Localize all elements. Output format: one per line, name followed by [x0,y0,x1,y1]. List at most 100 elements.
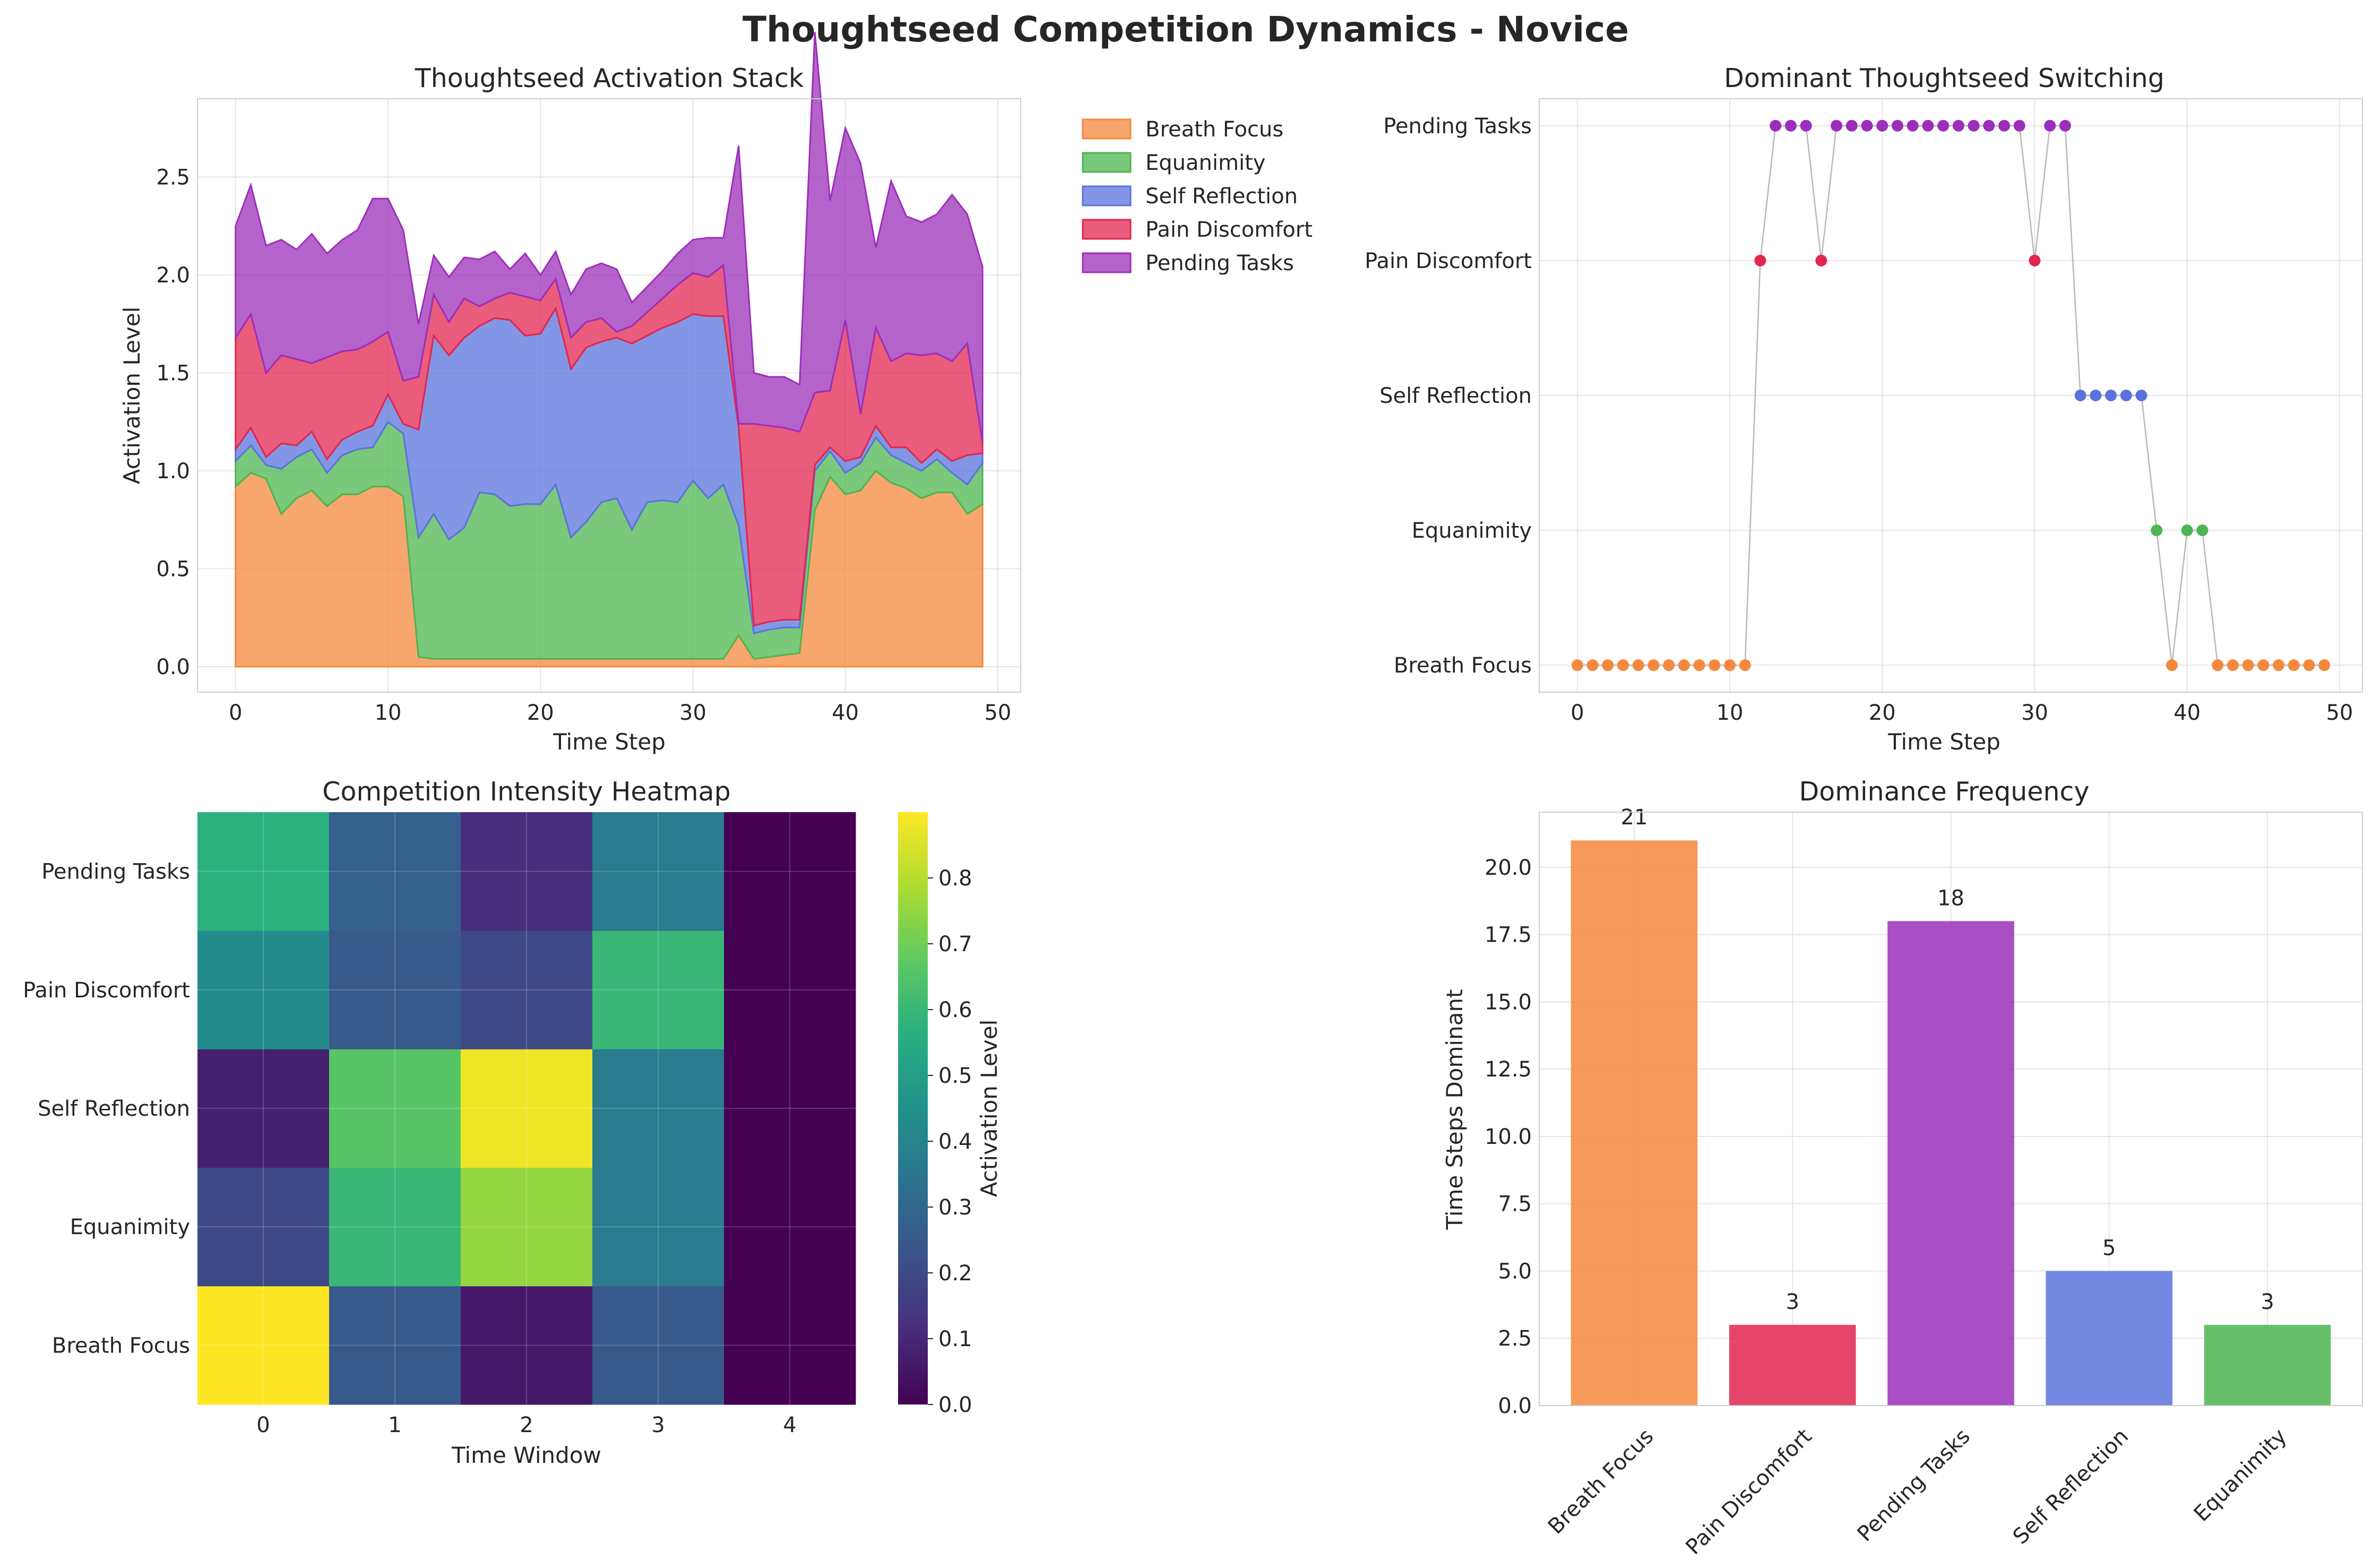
y-tick-label: 0.0 [1498,1394,1532,1418]
activation-stack-xlabel: Time Step [553,729,666,755]
legend-swatch-pending-tasks [1082,252,1132,273]
activation-stack-frame [197,98,1021,693]
y-tick-label: 15.0 [1485,990,1532,1014]
legend-swatch-equanimity [1082,152,1132,173]
heatmap-cell [197,812,330,931]
heatmap-cell [461,931,593,1049]
point-pending-tasks [1983,119,1995,132]
point-breath-focus [1693,659,1705,671]
point-breath-focus [1648,659,1660,671]
x-tick-label: 40 [2173,701,2201,725]
point-pending-tasks [1831,119,1843,132]
switching-xlabel: Time Step [1887,729,2000,755]
switching-panel: Dominant Thoughtseed Switching 0 10 20 30 40… [1365,63,2363,755]
switching-marks [1571,119,2331,671]
x-tick-label: 0 [256,1413,270,1437]
x-tick-label: 2 [520,1413,533,1437]
x-tick-label: 10 [375,701,402,725]
x-tick-label: Equanimity [2189,1424,2292,1527]
point-equanimity [2151,524,2163,537]
heatmap-cell [592,812,724,931]
heatmap-cell [197,1286,330,1405]
x-tick-label: Self Reflection [2008,1424,2133,1549]
dominance-frequency-ylabel: Time Steps Dominant [1442,989,1468,1230]
heatmap-colorbar [898,812,928,1405]
point-breath-focus [2227,659,2239,671]
bar-pending-tasks [1887,921,2014,1406]
colorbar-tick-label: 0.7 [938,932,972,957]
colorbar-tick-label: 0.5 [938,1064,972,1088]
point-breath-focus [1632,659,1644,671]
y-tick-label: Pending Tasks [1383,114,1532,139]
bar-value-label: 3 [1786,1290,1799,1314]
dominance-frequency-bars: 21 3 18 5 3 [1571,805,2331,1406]
point-equanimity [2196,524,2209,537]
heatmap-colorbar-ticks: 0.0 0.1 0.2 0.3 0.4 0.5 0.6 0.7 0.8 [928,866,972,1417]
heatmap-cell [592,1167,724,1287]
legend-label-pending-tasks: Pending Tasks [1145,251,1294,275]
point-self-reflection [2135,390,2147,401]
point-breath-focus [1571,659,1583,671]
y-tick-label: Breath Focus [1394,653,1532,678]
point-self-reflection [2120,390,2132,401]
heatmap-cell [724,812,856,931]
dominance-frequency-frame [1539,812,2363,1406]
x-tick-label: 30 [2021,701,2048,725]
x-tick-label: 1 [388,1413,401,1437]
point-breath-focus [1678,659,1690,671]
bar-equanimity [2204,1324,2331,1406]
y-tick-label: 1.5 [156,361,190,386]
y-tick-label: Pain Discomfort [1365,249,1532,273]
x-tick-label: 3 [651,1413,665,1437]
x-tick-label: 10 [1717,701,1744,725]
colorbar-tick-label: 0.2 [938,1261,972,1286]
legend-label-pain-discomfort: Pain Discomfort [1145,218,1313,242]
point-breath-focus [2288,659,2300,671]
legend-swatch-self-reflection [1082,185,1132,206]
x-tick-label: Pending Tasks [1853,1424,1975,1546]
heatmap-cell [197,1049,330,1168]
heatmap-cell [329,1167,461,1287]
point-pending-tasks [1784,119,1797,132]
y-tick-label: 0.5 [156,557,190,582]
point-pending-tasks [1800,119,1812,132]
heatmap-cell [724,931,856,1049]
bar-value-label: 18 [1937,886,1964,910]
activation-stack-panel: Thoughtseed Activation Stack 0 10 20 30 40 50… [119,32,1313,755]
x-tick-label: 20 [527,701,554,725]
y-tick-label: 12.5 [1485,1057,1532,1082]
point-breath-focus [1724,659,1736,671]
heatmap-cell [329,1286,461,1405]
point-pending-tasks [1922,119,1934,132]
point-equanimity [2181,524,2193,537]
y-tick-label: 1.0 [156,459,190,484]
point-breath-focus [2166,659,2178,671]
legend-label-self-reflection: Self Reflection [1145,184,1298,209]
point-pain-discomfort [1754,254,1766,266]
point-pain-discomfort [2029,254,2041,266]
heatmap-cell [592,1286,724,1405]
area-pending-tasks [235,32,984,444]
x-tick-label: 0 [229,701,242,725]
point-pending-tasks [2059,119,2071,132]
colorbar-tick-label: 0.1 [938,1327,972,1351]
heatmap-cell [329,931,461,1049]
heatmap-cell [724,1049,856,1168]
y-tick-label: 0.0 [156,655,190,679]
x-tick-label: 30 [679,701,706,725]
point-pending-tasks [1937,119,1950,132]
colorbar-tick-label: 0.3 [938,1195,972,1220]
heatmap-ticks: 0 1 2 3 4 Breath Focus Equanimity Self Reflecti… [23,860,797,1437]
legend-label-equanimity: Equanimity [1145,151,1265,175]
point-pending-tasks [1770,119,1782,132]
point-breath-focus [2273,659,2285,671]
heatmap-colorbar-label: Activation Level [976,1020,1002,1197]
point-self-reflection [2090,390,2102,401]
heatmap-cell [724,1167,856,1287]
switching-frame [1539,98,2363,693]
figure-title: Thoughtseed Competition Dynamics - Novic… [743,9,1629,50]
point-breath-focus [1739,659,1751,671]
switching-title: Dominant Thoughtseed Switching [1724,63,2164,93]
point-breath-focus [1663,659,1675,671]
